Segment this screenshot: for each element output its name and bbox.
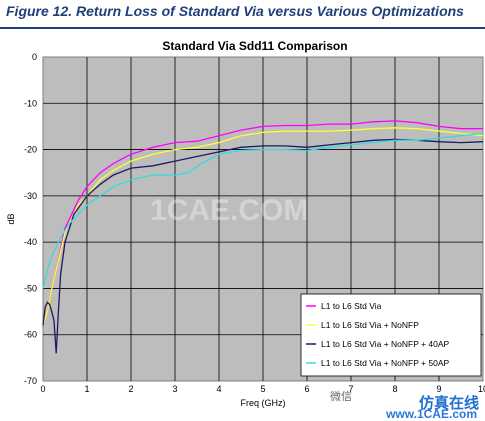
y-tick-label: 0 — [32, 52, 37, 62]
figure-caption: Figure 12. Return Loss of Standard Via v… — [6, 3, 464, 19]
chart-title: Standard Via Sdd11 Comparison — [162, 39, 347, 53]
series-line-3 — [42, 138, 484, 354]
y-tick-label: -30 — [24, 191, 37, 201]
watermark-url: www.1CAE.com — [386, 407, 477, 421]
series-line-4 — [42, 132, 484, 289]
chart: Standard Via Sdd11 Comparison 0 1 2 3 4 5 6 7 8 9… — [6, 39, 485, 408]
caption-rule — [0, 27, 485, 29]
x-tick-label: 2 — [128, 384, 133, 394]
watermark-corner: 仿真在线 — [418, 394, 479, 412]
y-tick-label: -70 — [24, 376, 37, 386]
legend-label: L1 to L6 Std Via + NoNFP — [321, 320, 419, 330]
y-tick-label: -20 — [24, 145, 37, 155]
series-lines — [42, 120, 484, 354]
x-axis-label: Freq (GHz) — [241, 398, 286, 408]
watermark-wechat: 微信 — [330, 390, 352, 403]
y-tick-label: -50 — [24, 283, 37, 293]
legend-label: L1 to L6 Std Via — [321, 301, 382, 311]
y-tick-label: -60 — [24, 330, 37, 340]
x-tick-label: 0 — [40, 384, 45, 394]
x-tick-label: 10 — [478, 384, 485, 394]
series-line-1 — [42, 120, 483, 326]
x-tick-label: 3 — [172, 384, 177, 394]
x-tick-label: 7 — [348, 384, 353, 394]
watermark-center: 1CAE.COM — [150, 194, 308, 227]
legend-label: L1 to L6 Std Via + NoNFP + 40AP — [321, 339, 450, 349]
tick-labels: 0 1 2 3 4 5 6 7 8 9 10 0 -10 -20 -30 -40 -50 -60 -70 — [24, 52, 485, 394]
y-tick-label: -10 — [24, 98, 37, 108]
y-tick-label: -40 — [24, 237, 37, 247]
legend-label: L1 to L6 Std Via + NoNFP + 50AP — [321, 358, 450, 368]
legend-box — [300, 293, 482, 377]
x-tick-label: 5 — [260, 384, 265, 394]
legend: L1 to L6 Std Via L1 to L6 Std Via + NoNFP… — [300, 293, 482, 377]
x-tick-label: 1 — [84, 384, 89, 394]
x-tick-label: 9 — [436, 384, 441, 394]
x-tick-label: 6 — [304, 384, 309, 394]
x-tick-label: 4 — [216, 384, 221, 394]
x-tick-label: 8 — [392, 384, 397, 394]
y-axis-label: dB — [6, 213, 16, 224]
